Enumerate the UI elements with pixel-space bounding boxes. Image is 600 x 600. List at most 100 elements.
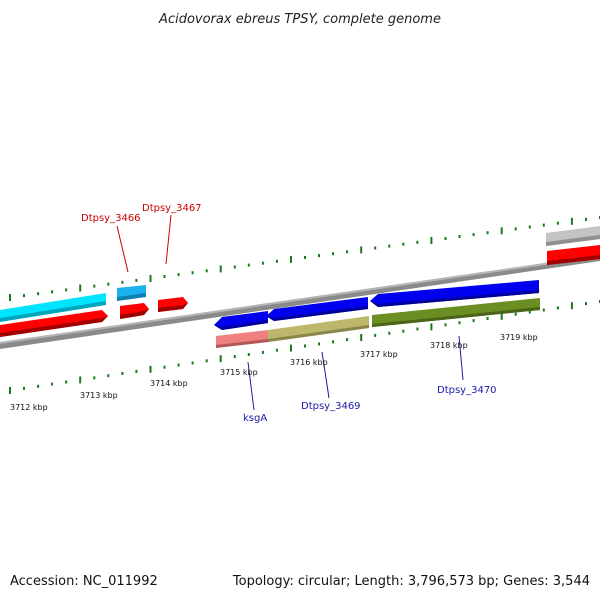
- cds-red-dtpsy-3466[interactable]: [120, 303, 149, 319]
- cds-red-long[interactable]: [0, 310, 108, 337]
- genome-backbone: [0, 255, 600, 349]
- upper-scale-tick: [304, 256, 306, 259]
- kbp-label: 3717 kbp: [360, 350, 398, 359]
- upper-scale-tick: [51, 290, 54, 294]
- upper-scale-tick: [542, 223, 545, 227]
- lower-scale-tick: [346, 338, 349, 342]
- upper-scale-tick: [191, 271, 194, 275]
- kbp-label: 3714 kbp: [150, 379, 188, 388]
- gene-label-dtpsy-3466[interactable]: Dtpsy_3466: [81, 213, 141, 224]
- upper-scale-tick: [135, 278, 138, 282]
- upper-scale-tick: [556, 221, 559, 225]
- upper-scale-tick: [472, 233, 475, 237]
- kbp-label: 3712 kbp: [10, 403, 48, 412]
- lower-scale-tick: [318, 342, 320, 346]
- upper-scale-tick: [486, 231, 489, 235]
- kbp-label: 3719 kbp: [500, 333, 538, 342]
- lower-scale-tick: [472, 319, 475, 323]
- lower-tick-row: [9, 300, 600, 394]
- cds-blue-ksgA[interactable]: [214, 311, 268, 330]
- lower-scale-tick: [233, 355, 236, 359]
- lower-scale-tick: [51, 382, 54, 386]
- upper-scale-tick: [261, 261, 264, 265]
- upper-scale-tick: [37, 292, 40, 296]
- upper-scale-tick: [149, 275, 152, 282]
- upper-scale-tick: [388, 244, 391, 248]
- kbp-label: 3715 kbp: [220, 368, 258, 377]
- kbp-label: 3718 kbp: [430, 341, 468, 350]
- map-title: Acidovorax ebreus TPSY, complete genome: [158, 12, 441, 27]
- lower-scale-tick: [135, 369, 138, 373]
- upper-scale-tick: [290, 255, 292, 263]
- accession-text: Accession: NC_011992: [10, 574, 158, 589]
- cds-blue-dtpsy-3470[interactable]: [370, 280, 539, 307]
- lower-scale-tick: [374, 333, 377, 337]
- reverse-strand-features: [0, 245, 600, 348]
- lower-scale-tick: [290, 344, 292, 352]
- upper-scale-tick: [9, 294, 11, 301]
- upper-scale-tick: [107, 282, 110, 286]
- upper-scale-tick: [318, 254, 320, 258]
- upper-scale-tick: [346, 250, 349, 254]
- cds-blue-dtpsy-3469[interactable]: [266, 297, 368, 321]
- upper-scale-tick: [233, 265, 236, 269]
- cds-cyan[interactable]: [0, 293, 106, 322]
- lower-scale-tick: [191, 361, 194, 365]
- cds-lightblue-dtpsy-3466[interactable]: [117, 285, 146, 301]
- gene-label-dtpsy-3470[interactable]: Dtpsy_3470: [437, 385, 497, 396]
- lower-scale-tick: [332, 340, 335, 344]
- cds-khaki[interactable]: [268, 316, 369, 342]
- cds-red-dtpsy-3467[interactable]: [158, 297, 188, 312]
- upper-scale-tick: [444, 237, 447, 240]
- upper-scale-tick: [570, 217, 573, 225]
- lower-scale-tick: [177, 363, 180, 367]
- lower-scale-tick: [107, 374, 110, 378]
- upper-scale-tick: [121, 280, 124, 284]
- lower-scale-tick: [121, 372, 124, 375]
- lower-scale-tick: [402, 329, 405, 333]
- lower-scale-tick: [528, 310, 531, 314]
- cds-olive[interactable]: [372, 298, 540, 327]
- upper-scale-tick: [402, 242, 405, 246]
- gene-label-ksgA[interactable]: ksgA: [243, 413, 267, 424]
- lower-scale-tick: [163, 365, 166, 369]
- lower-scale-tick: [93, 376, 96, 380]
- upper-scale-tick: [79, 284, 82, 292]
- cds-salmon[interactable]: [216, 330, 268, 348]
- kbp-label: 3716 kbp: [290, 358, 328, 367]
- lower-scale-tick: [65, 380, 68, 384]
- gene-label-dtpsy-3469[interactable]: Dtpsy_3469: [301, 401, 361, 412]
- lower-scale-tick: [416, 327, 419, 331]
- lower-scale-tick: [388, 331, 391, 335]
- lower-scale-tick: [570, 302, 573, 310]
- lower-scale-tick: [261, 350, 264, 354]
- upper-scale-tick: [430, 236, 433, 244]
- cds-grey[interactable]: [546, 226, 600, 246]
- lower-scale-tick: [500, 312, 503, 320]
- gene-label-dtpsy-3467[interactable]: Dtpsy_3467: [142, 203, 202, 214]
- lower-scale-tick: [37, 384, 40, 388]
- upper-tick-row: [9, 216, 600, 301]
- genome-stats-text: Topology: circular; Length: 3,796,573 bp…: [232, 574, 590, 589]
- upper-scale-tick: [332, 252, 335, 256]
- upper-scale-tick: [23, 294, 25, 298]
- lower-scale-tick: [556, 306, 559, 310]
- lower-scale-tick: [444, 323, 447, 327]
- upper-scale-tick: [177, 273, 180, 277]
- lower-scale-tick: [514, 312, 517, 316]
- lower-scale-tick: [458, 321, 461, 325]
- forward-strand-features: [0, 226, 600, 330]
- upper-scale-tick: [514, 227, 517, 231]
- upper-scale-tick: [585, 217, 587, 221]
- upper-scale-tick: [275, 259, 278, 263]
- upper-scale-tick: [500, 227, 503, 235]
- lower-scale-tick: [275, 348, 278, 352]
- lower-scale-tick: [247, 353, 250, 356]
- cds-red-right[interactable]: [547, 245, 600, 265]
- upper-scale-tick: [93, 284, 96, 288]
- lower-scale-tick: [9, 387, 11, 394]
- lower-scale-tick: [542, 308, 545, 312]
- upper-scale-tick: [360, 246, 363, 254]
- upper-scale-tick: [374, 246, 377, 250]
